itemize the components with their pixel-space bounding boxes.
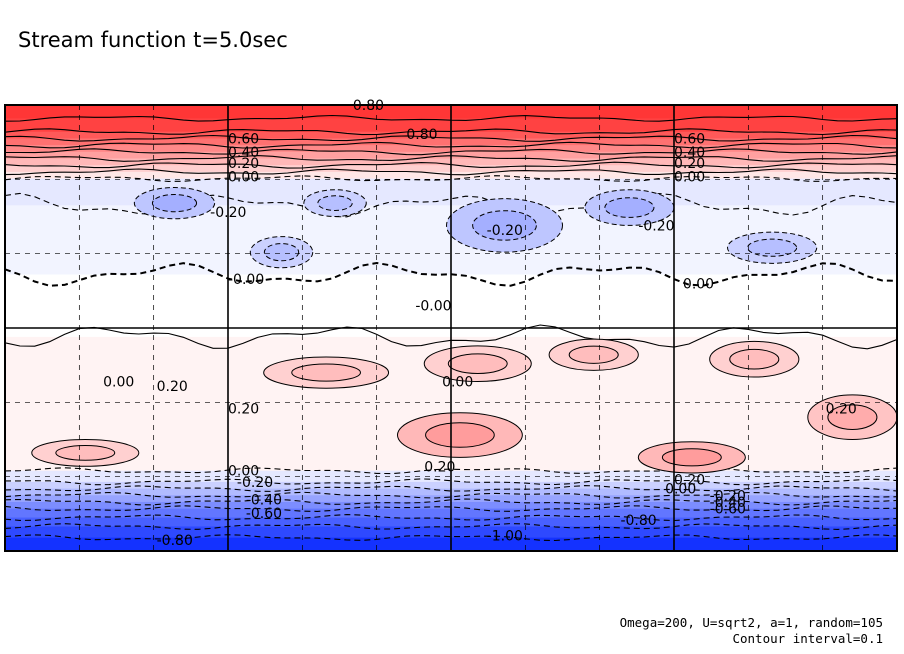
- contour-blob-core: [747, 238, 798, 257]
- contour-label: -0.20: [210, 205, 246, 221]
- contour-label: 0.00: [665, 482, 696, 498]
- contour-blob-core: [729, 348, 780, 370]
- contour-label: -0.80: [157, 533, 193, 549]
- contour-label: -0.60: [246, 506, 282, 522]
- contour-label: -0.00: [228, 272, 264, 288]
- contour-labels: 0.800.800.600.400.200.000.600.400.200.00…: [103, 98, 857, 549]
- contour-label: -0.20: [487, 223, 523, 239]
- contour-label: -0.40: [246, 493, 282, 509]
- contour-label: -1.00: [487, 528, 523, 544]
- contour-label: 0.20: [674, 156, 705, 172]
- contour-label: 0.00: [228, 464, 259, 480]
- contour-line: [4, 491, 898, 499]
- contour-line: [4, 498, 898, 506]
- contour-label: -0.20: [638, 218, 674, 234]
- contour-label: 0.40: [674, 145, 705, 161]
- contour-blob-core: [568, 345, 619, 364]
- contour-label: 0.00: [674, 169, 705, 185]
- parameter-note: Omega=200, U=sqrt2, a=1, random=105: [620, 615, 883, 630]
- contour-blob-core: [263, 243, 300, 262]
- plot-frame: [4, 104, 898, 552]
- contour-line: [4, 505, 898, 512]
- contour-label: 0.20: [228, 156, 259, 172]
- contour-label: 0.20: [424, 459, 455, 475]
- contour-label: 0.60: [228, 131, 259, 147]
- contour-blob-core: [447, 353, 508, 374]
- contour-blob-core: [317, 195, 353, 211]
- contour-label: 0.00: [228, 169, 259, 185]
- chart-title: Stream function t=5.0sec: [18, 28, 288, 52]
- contour-line: [4, 467, 898, 475]
- contour-label: -0.20: [237, 475, 273, 491]
- contour-blob-core: [661, 448, 722, 467]
- contour-label: -0.80: [620, 513, 656, 529]
- contour-label: 0.20: [157, 379, 188, 395]
- contour-blob-core: [291, 363, 361, 382]
- grid-lines: [5, 105, 897, 551]
- contour-blob-core: [425, 422, 495, 448]
- contour-label: 0.20: [674, 473, 705, 489]
- contour-label: 0.80: [406, 127, 437, 143]
- contour-label: 0.00: [683, 276, 714, 292]
- contour-blob-core: [55, 445, 116, 461]
- contour-label: -0.60: [710, 502, 746, 518]
- contour-interval-note: Contour interval=0.1: [732, 631, 883, 646]
- contour-label: 0.00: [103, 375, 134, 391]
- contour-blob-core: [472, 210, 537, 241]
- contour-line: [5, 478, 898, 486]
- contour-label: -0.00: [415, 299, 451, 315]
- contour-label: 0.20: [228, 401, 259, 417]
- contour-label: 0.20: [826, 401, 857, 417]
- contour-blob-core: [604, 197, 655, 218]
- contour-label: -0.40: [710, 495, 746, 511]
- contour-label: 0.00: [442, 375, 473, 391]
- contour-blob-core: [827, 404, 878, 430]
- contour-blob-core: [151, 194, 198, 213]
- contour-label: 0.60: [674, 131, 705, 147]
- contour-label: 0.40: [228, 145, 259, 161]
- contour-label: -0.20: [710, 488, 746, 504]
